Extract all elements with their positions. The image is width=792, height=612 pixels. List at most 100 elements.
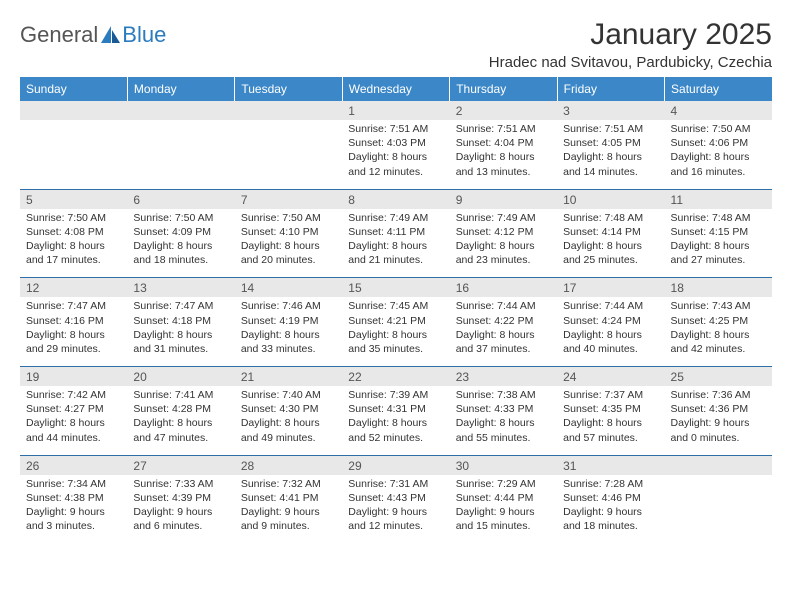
sunrise-text: Sunrise: 7:36 AM	[671, 388, 766, 402]
day-number-cell: 28	[235, 455, 342, 475]
daylight-text: Daylight: 8 hours	[563, 150, 658, 164]
day-detail-cell: Sunrise: 7:34 AMSunset: 4:38 PMDaylight:…	[20, 475, 127, 544]
day-detail-cell	[665, 475, 772, 544]
daylight-text: Daylight: 8 hours	[133, 328, 228, 342]
day-number-cell: 10	[557, 189, 664, 209]
weekday-header-row: Sunday Monday Tuesday Wednesday Thursday…	[20, 77, 772, 101]
sunset-text: Sunset: 4:24 PM	[563, 314, 658, 328]
day-detail-cell: Sunrise: 7:48 AMSunset: 4:14 PMDaylight:…	[557, 209, 664, 278]
daylight-text: Daylight: 8 hours	[26, 416, 121, 430]
day-detail-cell: Sunrise: 7:31 AMSunset: 4:43 PMDaylight:…	[342, 475, 449, 544]
daylight-text: and 13 minutes.	[456, 165, 551, 179]
sunrise-text: Sunrise: 7:37 AM	[563, 388, 658, 402]
sunset-text: Sunset: 4:27 PM	[26, 402, 121, 416]
weekday-header: Monday	[127, 77, 234, 101]
location-text: Hradec nad Svitavou, Pardubicky, Czechia	[489, 54, 772, 71]
daylight-text: and 44 minutes.	[26, 431, 121, 445]
daylight-text: and 18 minutes.	[563, 519, 658, 533]
daylight-text: and 6 minutes.	[133, 519, 228, 533]
daylight-text: Daylight: 8 hours	[241, 416, 336, 430]
day-number-cell: 1	[342, 101, 449, 120]
day-detail-cell: Sunrise: 7:43 AMSunset: 4:25 PMDaylight:…	[665, 297, 772, 366]
daylight-text: Daylight: 8 hours	[563, 416, 658, 430]
sunrise-text: Sunrise: 7:41 AM	[133, 388, 228, 402]
daylight-text: and 57 minutes.	[563, 431, 658, 445]
daylight-text: Daylight: 9 hours	[671, 416, 766, 430]
day-detail-cell: Sunrise: 7:45 AMSunset: 4:21 PMDaylight:…	[342, 297, 449, 366]
day-number-cell: 29	[342, 455, 449, 475]
daynum-row: 1234	[20, 101, 772, 120]
day-number-cell: 30	[450, 455, 557, 475]
daylight-text: Daylight: 8 hours	[241, 328, 336, 342]
daylight-text: and 3 minutes.	[26, 519, 121, 533]
daylight-text: Daylight: 8 hours	[456, 239, 551, 253]
sunrise-text: Sunrise: 7:43 AM	[671, 299, 766, 313]
day-detail-cell: Sunrise: 7:51 AMSunset: 4:05 PMDaylight:…	[557, 120, 664, 189]
day-number-cell: 13	[127, 278, 234, 298]
day-number-cell: 2	[450, 101, 557, 120]
sunrise-text: Sunrise: 7:44 AM	[456, 299, 551, 313]
day-number-cell	[235, 101, 342, 120]
day-number-cell: 7	[235, 189, 342, 209]
sunset-text: Sunset: 4:15 PM	[671, 225, 766, 239]
brand-part1: General	[20, 22, 98, 48]
day-number-cell: 12	[20, 278, 127, 298]
daylight-text: and 40 minutes.	[563, 342, 658, 356]
daylight-text: and 25 minutes.	[563, 253, 658, 267]
sunrise-text: Sunrise: 7:28 AM	[563, 477, 658, 491]
daylight-text: Daylight: 9 hours	[241, 505, 336, 519]
day-number-cell: 18	[665, 278, 772, 298]
weekday-header: Sunday	[20, 77, 127, 101]
sunset-text: Sunset: 4:09 PM	[133, 225, 228, 239]
daynum-row: 12131415161718	[20, 278, 772, 298]
daylight-text: and 52 minutes.	[348, 431, 443, 445]
day-number-cell	[20, 101, 127, 120]
daylight-text: Daylight: 8 hours	[563, 328, 658, 342]
title-block: January 2025 Hradec nad Svitavou, Pardub…	[489, 18, 772, 71]
daylight-text: and 12 minutes.	[348, 519, 443, 533]
daylight-text: Daylight: 9 hours	[133, 505, 228, 519]
sunrise-text: Sunrise: 7:50 AM	[133, 211, 228, 225]
daylight-text: Daylight: 8 hours	[671, 150, 766, 164]
month-title: January 2025	[489, 18, 772, 52]
sunrise-text: Sunrise: 7:51 AM	[456, 122, 551, 136]
day-number-cell: 19	[20, 367, 127, 387]
daylight-text: and 35 minutes.	[348, 342, 443, 356]
sunset-text: Sunset: 4:33 PM	[456, 402, 551, 416]
day-detail-cell: Sunrise: 7:39 AMSunset: 4:31 PMDaylight:…	[342, 386, 449, 455]
sunrise-text: Sunrise: 7:39 AM	[348, 388, 443, 402]
sunset-text: Sunset: 4:22 PM	[456, 314, 551, 328]
day-number-cell: 24	[557, 367, 664, 387]
day-detail-cell: Sunrise: 7:47 AMSunset: 4:18 PMDaylight:…	[127, 297, 234, 366]
daylight-text: Daylight: 8 hours	[348, 239, 443, 253]
sunrise-text: Sunrise: 7:31 AM	[348, 477, 443, 491]
sunrise-text: Sunrise: 7:48 AM	[671, 211, 766, 225]
sunset-text: Sunset: 4:10 PM	[241, 225, 336, 239]
sunrise-text: Sunrise: 7:32 AM	[241, 477, 336, 491]
day-number-cell: 4	[665, 101, 772, 120]
daylight-text: and 12 minutes.	[348, 165, 443, 179]
sunset-text: Sunset: 4:21 PM	[348, 314, 443, 328]
daylight-text: Daylight: 8 hours	[563, 239, 658, 253]
sunset-text: Sunset: 4:35 PM	[563, 402, 658, 416]
day-number-cell: 22	[342, 367, 449, 387]
daylight-text: Daylight: 8 hours	[26, 328, 121, 342]
daylight-text: and 21 minutes.	[348, 253, 443, 267]
weekday-header: Wednesday	[342, 77, 449, 101]
sunrise-text: Sunrise: 7:47 AM	[26, 299, 121, 313]
daylight-text: and 20 minutes.	[241, 253, 336, 267]
daylight-text: Daylight: 8 hours	[456, 150, 551, 164]
daylight-text: and 27 minutes.	[671, 253, 766, 267]
daylight-text: and 18 minutes.	[133, 253, 228, 267]
sunset-text: Sunset: 4:46 PM	[563, 491, 658, 505]
day-number-cell: 11	[665, 189, 772, 209]
sunset-text: Sunset: 4:18 PM	[133, 314, 228, 328]
day-number-cell: 20	[127, 367, 234, 387]
sail-icon	[100, 25, 122, 45]
sunset-text: Sunset: 4:11 PM	[348, 225, 443, 239]
day-number-cell: 26	[20, 455, 127, 475]
day-number-cell: 5	[20, 189, 127, 209]
daynum-row: 19202122232425	[20, 367, 772, 387]
daylight-text: Daylight: 9 hours	[456, 505, 551, 519]
sunrise-text: Sunrise: 7:50 AM	[671, 122, 766, 136]
